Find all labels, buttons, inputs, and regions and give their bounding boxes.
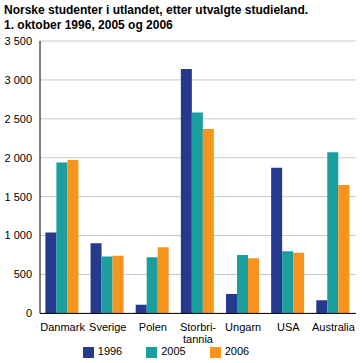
svg-text:Storbri-tannia: Storbri-tannia bbox=[180, 321, 216, 345]
svg-text:500: 500 bbox=[14, 268, 32, 280]
svg-text:2 000: 2 000 bbox=[8, 152, 32, 164]
html-text:1. oktober 1996, 2005 og 2006: 1. oktober 1996, 2005 og 2006 bbox=[4, 18, 173, 32]
html-text:2005: 2005 bbox=[161, 345, 186, 358]
svg-text:Sverige: Sverige bbox=[89, 321, 126, 333]
svg-text:Ungarn: Ungarn bbox=[225, 321, 261, 333]
svg-text:0: 0 bbox=[26, 307, 32, 319]
html-text:Norske studenter i utlandet, e: Norske studenter i utlandet, etter utval… bbox=[4, 3, 309, 17]
html-text:2006: 2006 bbox=[224, 345, 250, 358]
svg-text:Polen: Polen bbox=[139, 321, 167, 333]
svg-text:2 500: 2 500 bbox=[8, 113, 32, 125]
svg-text:Danmark: Danmark bbox=[40, 321, 85, 333]
html-text:1996: 1996 bbox=[97, 345, 123, 358]
svg-text:Australia: Australia bbox=[312, 321, 354, 333]
svg-text:USA: USA bbox=[277, 321, 300, 333]
svg-text:3 000: 3 000 bbox=[8, 74, 32, 86]
svg-text:3 500: 3 500 bbox=[8, 35, 32, 47]
svg-text:1 000: 1 000 bbox=[8, 229, 32, 241]
svg-text:1 500: 1 500 bbox=[8, 191, 32, 203]
